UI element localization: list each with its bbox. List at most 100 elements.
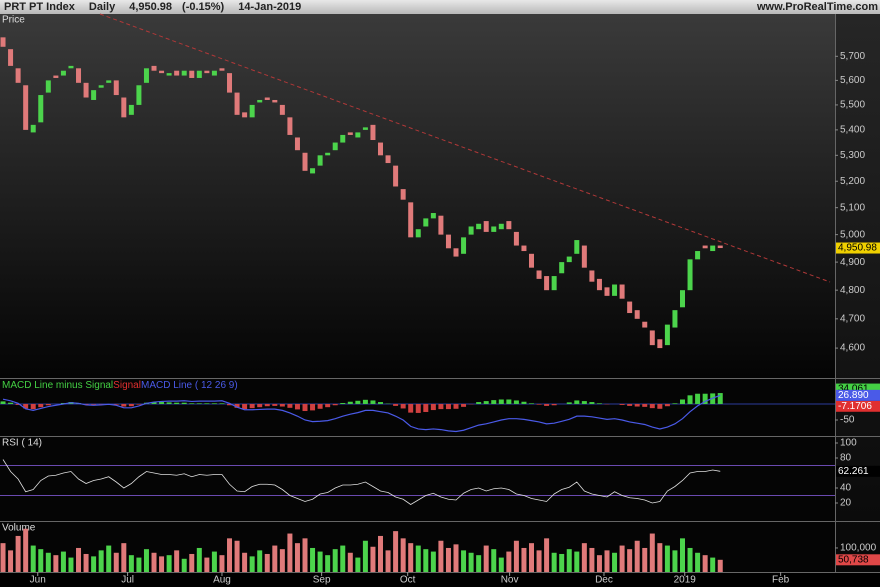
histogram-bar <box>664 403 670 407</box>
candle <box>544 276 550 291</box>
volume-bar <box>415 545 421 572</box>
histogram-bar <box>302 403 308 412</box>
volume-bar <box>257 550 263 572</box>
period: Daily <box>88 1 116 13</box>
candle <box>717 245 723 249</box>
volume-bar <box>68 557 74 572</box>
volume-bar <box>378 535 384 572</box>
histogram-bar <box>45 403 51 406</box>
volume-bar <box>559 553 565 572</box>
volume-bar <box>0 543 6 572</box>
last-value-label: 34.061 <box>838 384 869 395</box>
candle <box>30 124 36 133</box>
candle <box>128 104 134 115</box>
candle <box>23 85 29 130</box>
candle <box>393 165 399 187</box>
histogram-bar <box>461 403 467 407</box>
volume-bar <box>423 549 429 572</box>
volume-bar <box>91 556 97 572</box>
histogram-bar <box>634 403 640 407</box>
candle <box>483 221 489 232</box>
histogram-bar <box>438 403 444 410</box>
change: (-0.15%) <box>182 1 225 13</box>
volume-bar <box>181 558 187 572</box>
y-tick-label: 5,200 <box>840 176 865 187</box>
last-value-label: 62.261 <box>838 466 869 477</box>
histogram-bar <box>15 403 21 405</box>
candle <box>234 92 240 115</box>
x-tick-label: Oct <box>400 575 416 586</box>
y-tick-label: 4,700 <box>840 313 865 324</box>
histogram-bar <box>453 403 459 409</box>
histogram-bar <box>294 403 300 410</box>
volume-bar <box>76 547 82 572</box>
candle <box>38 95 44 123</box>
histogram-bar <box>566 402 572 404</box>
last-value-box <box>836 554 880 566</box>
candle <box>702 245 708 249</box>
candle <box>536 270 542 279</box>
candle <box>53 75 59 78</box>
y-tick-label: 100 <box>840 438 857 449</box>
candle <box>415 229 421 238</box>
y-tick-label: 5,100 <box>840 202 865 213</box>
y-tick-label: 4,900 <box>840 257 865 268</box>
candle <box>657 339 663 349</box>
candle <box>378 142 384 156</box>
histogram-bar <box>513 400 519 404</box>
histogram-bar <box>347 401 353 404</box>
candle <box>649 330 655 346</box>
volume-bar <box>340 545 346 572</box>
volume-bar <box>574 551 580 572</box>
candle <box>408 202 414 238</box>
candle <box>332 142 338 151</box>
histogram-bar <box>196 403 202 404</box>
volume-bar <box>219 555 225 572</box>
histogram-bar <box>544 403 550 406</box>
y-tick-label: 5,400 <box>840 125 865 136</box>
candle <box>589 270 595 282</box>
histogram-bar <box>159 402 165 404</box>
candle <box>219 68 225 71</box>
candle <box>340 134 346 143</box>
histogram-bar <box>529 403 535 404</box>
histogram-bar <box>181 402 187 404</box>
candle <box>438 215 444 235</box>
volume-bar <box>15 535 21 572</box>
histogram-bar <box>702 393 708 404</box>
histogram-bar <box>30 403 36 410</box>
panel-title: RSI ( 14) <box>2 438 42 449</box>
candle <box>287 117 293 135</box>
histogram-bar <box>679 399 685 404</box>
volume-bar <box>649 533 655 572</box>
candle <box>347 132 353 135</box>
macd-line <box>2 394 721 433</box>
volume-bar <box>393 531 399 572</box>
volume-bar <box>166 555 172 572</box>
candle <box>362 127 368 130</box>
volume-bar <box>612 552 618 572</box>
candle <box>559 262 565 274</box>
volume-bar <box>529 543 535 572</box>
site: www.ProRealTime.com <box>756 1 878 13</box>
histogram-bar <box>378 402 384 404</box>
candle <box>627 301 633 314</box>
candle <box>695 251 701 260</box>
volume-bar <box>227 538 233 572</box>
panel-title: MACD Line minus SignalSignalMACD Line ( … <box>2 380 238 391</box>
last-value-box <box>836 400 880 412</box>
x-tick-label: Dec <box>595 575 613 586</box>
volume-bar <box>45 552 51 572</box>
volume-bar <box>513 540 519 572</box>
candle <box>468 226 474 235</box>
volume-bar <box>461 550 467 572</box>
histogram-bar <box>310 403 316 411</box>
volume-bar <box>302 538 308 572</box>
candle <box>204 70 210 74</box>
histogram-bar <box>325 403 331 408</box>
candle <box>710 245 716 252</box>
candle <box>174 70 180 76</box>
volume-bar <box>136 557 142 572</box>
volume-bar <box>483 545 489 572</box>
